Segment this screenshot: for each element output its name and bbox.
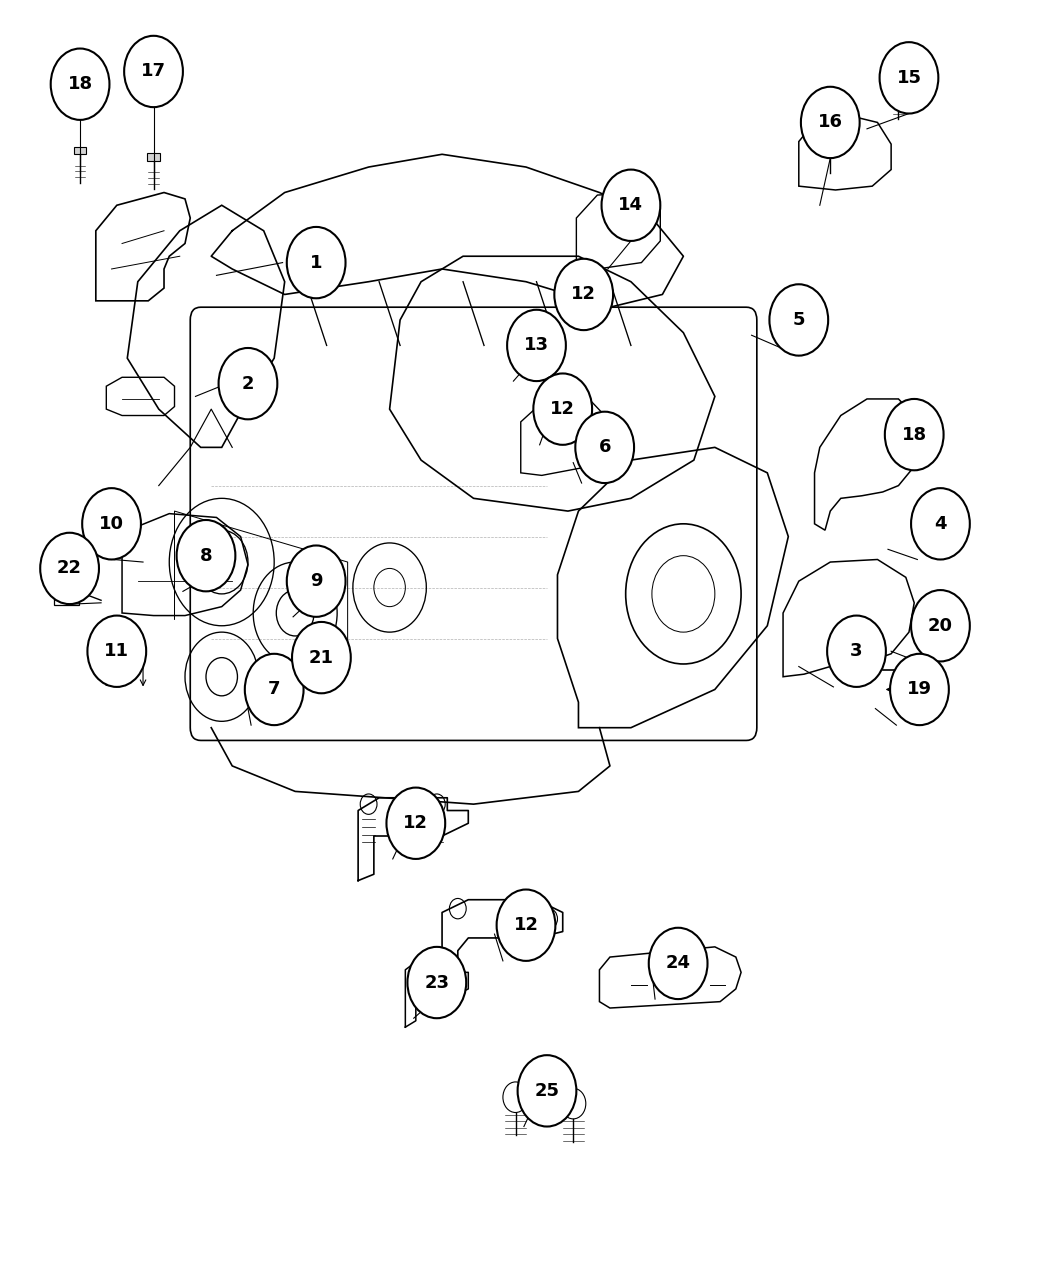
Circle shape	[507, 310, 566, 381]
Circle shape	[497, 890, 555, 960]
Text: 10: 10	[99, 515, 124, 533]
Circle shape	[911, 590, 970, 661]
Circle shape	[885, 398, 944, 470]
Text: 18: 18	[902, 425, 927, 443]
Circle shape	[827, 616, 886, 687]
Circle shape	[769, 285, 828, 355]
Text: 2: 2	[242, 374, 255, 392]
Circle shape	[87, 616, 146, 687]
Circle shape	[245, 654, 304, 725]
Text: 24: 24	[666, 954, 690, 972]
Text: 12: 12	[513, 916, 539, 935]
Text: 20: 20	[928, 617, 953, 635]
Text: 13: 13	[524, 336, 549, 355]
Circle shape	[518, 1055, 576, 1126]
Circle shape	[649, 928, 708, 999]
Circle shape	[602, 170, 661, 241]
Circle shape	[40, 533, 99, 604]
Circle shape	[292, 622, 350, 693]
Text: 3: 3	[850, 642, 863, 660]
Text: 14: 14	[619, 197, 644, 215]
Text: 6: 6	[599, 438, 611, 456]
Text: 22: 22	[57, 559, 82, 577]
Text: 15: 15	[896, 69, 922, 87]
Circle shape	[801, 87, 859, 158]
Circle shape	[50, 49, 109, 120]
Text: 4: 4	[934, 515, 947, 533]
Circle shape	[386, 788, 445, 859]
FancyBboxPatch shape	[74, 147, 86, 155]
Text: 9: 9	[310, 572, 322, 590]
Text: 12: 12	[403, 815, 428, 833]
Circle shape	[219, 347, 278, 419]
Circle shape	[533, 373, 592, 444]
Text: 21: 21	[309, 649, 333, 667]
Circle shape	[124, 36, 183, 107]
Text: 7: 7	[268, 681, 281, 699]
Circle shape	[879, 42, 938, 114]
FancyBboxPatch shape	[892, 83, 905, 91]
Circle shape	[287, 227, 345, 299]
Circle shape	[575, 411, 634, 483]
FancyBboxPatch shape	[147, 153, 160, 161]
Text: 5: 5	[792, 310, 805, 329]
Circle shape	[911, 488, 970, 559]
Circle shape	[177, 520, 236, 591]
Text: 12: 12	[550, 400, 575, 418]
Text: 1: 1	[310, 254, 322, 272]
Circle shape	[890, 654, 949, 725]
Text: 19: 19	[907, 681, 932, 699]
Text: 12: 12	[571, 286, 596, 304]
Text: 11: 11	[104, 642, 129, 660]
Circle shape	[287, 545, 345, 617]
Circle shape	[82, 488, 141, 559]
Circle shape	[554, 259, 613, 331]
Text: 17: 17	[141, 63, 166, 80]
Circle shape	[407, 946, 466, 1018]
Text: 8: 8	[200, 547, 213, 564]
Text: 16: 16	[817, 114, 843, 132]
Text: 25: 25	[534, 1082, 560, 1099]
Text: 23: 23	[424, 973, 449, 991]
Text: 18: 18	[67, 75, 93, 93]
